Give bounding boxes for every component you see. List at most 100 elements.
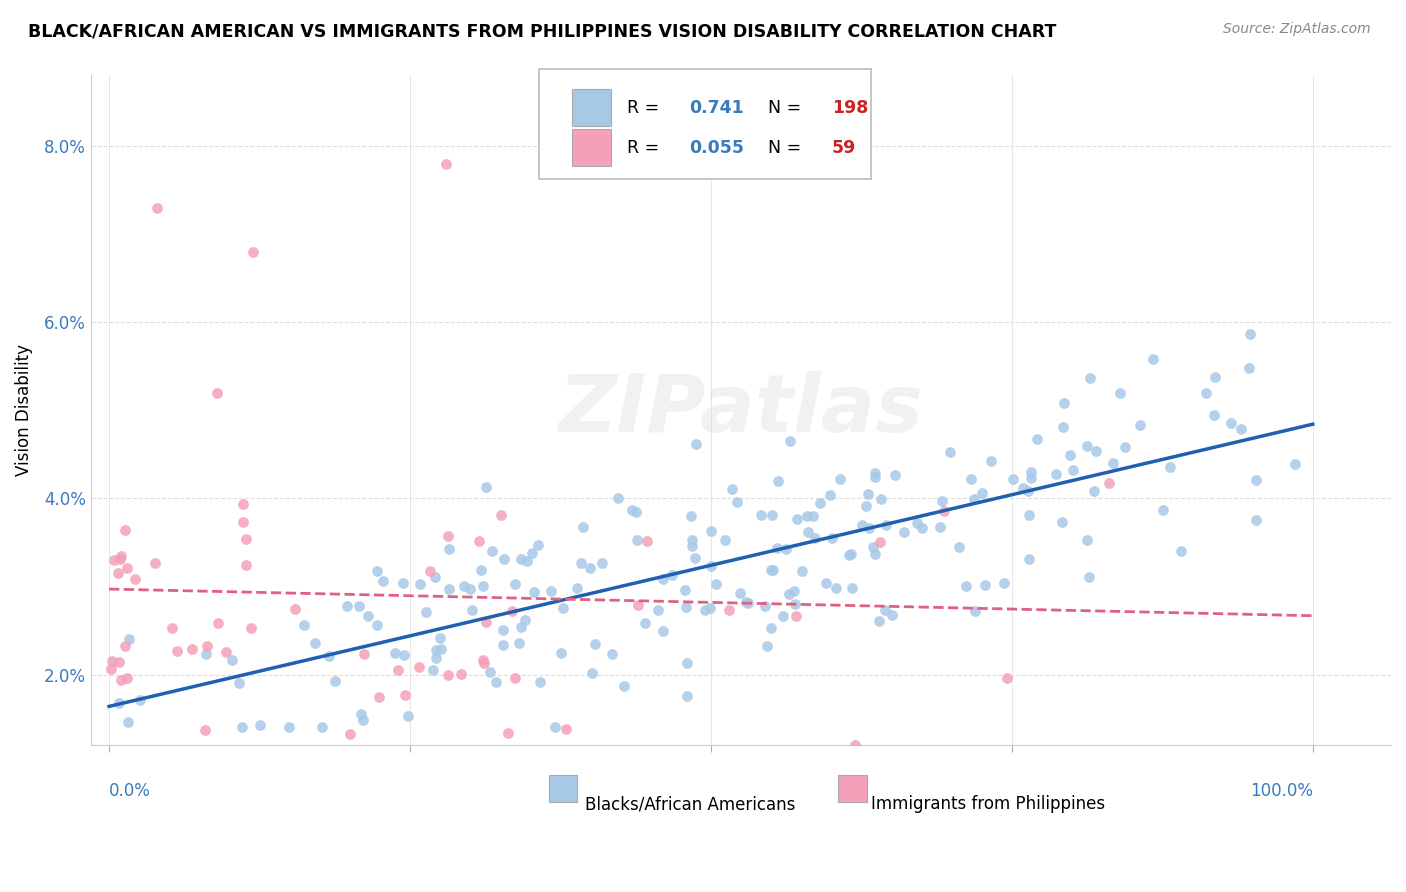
Point <box>1284 457 1306 471</box>
Point <box>749 508 772 523</box>
Point <box>228 676 250 690</box>
Point <box>1083 484 1105 499</box>
Point <box>235 558 257 572</box>
Point <box>728 585 751 599</box>
Point <box>195 639 218 653</box>
Point <box>118 632 141 646</box>
Point <box>875 518 897 533</box>
Point <box>115 671 138 685</box>
Point <box>993 575 1015 590</box>
Point <box>510 552 533 566</box>
Point <box>425 643 447 657</box>
Point <box>569 556 592 570</box>
Point <box>437 668 460 682</box>
Point <box>875 603 897 617</box>
Point <box>453 579 475 593</box>
Point <box>783 583 806 598</box>
Point <box>277 720 299 734</box>
Text: Source: ZipAtlas.com: Source: ZipAtlas.com <box>1223 22 1371 37</box>
Point <box>1053 395 1076 409</box>
Point <box>766 541 789 555</box>
Point <box>437 541 460 556</box>
Text: N =: N = <box>756 98 806 117</box>
Point <box>661 568 683 582</box>
Text: 0.055: 0.055 <box>689 139 744 157</box>
Point <box>1050 516 1073 530</box>
Point <box>893 524 915 539</box>
Point <box>1101 456 1123 470</box>
Point <box>1059 448 1081 462</box>
Point <box>844 738 866 752</box>
Point <box>706 577 728 591</box>
Point <box>437 582 460 596</box>
Text: Immigrants from Philippines: Immigrants from Philippines <box>870 796 1105 814</box>
Point <box>1026 432 1049 446</box>
Point <box>583 637 606 651</box>
Point <box>591 556 613 570</box>
FancyBboxPatch shape <box>548 775 578 802</box>
Point <box>554 722 576 736</box>
Point <box>681 539 703 553</box>
Point <box>851 517 873 532</box>
Point <box>181 641 204 656</box>
Point <box>434 156 457 170</box>
Point <box>513 613 536 627</box>
Text: ZIPatlas: ZIPatlas <box>558 371 924 450</box>
Point <box>960 472 983 486</box>
Point <box>699 601 721 615</box>
Point <box>108 552 131 566</box>
Point <box>865 547 887 561</box>
Point <box>450 667 472 681</box>
Point <box>107 566 129 581</box>
Point <box>478 665 501 679</box>
Point <box>796 508 818 523</box>
Point <box>803 531 825 545</box>
Point <box>160 621 183 635</box>
Point <box>292 617 315 632</box>
Point <box>934 504 956 518</box>
Point <box>1098 475 1121 490</box>
Point <box>475 615 498 629</box>
Point <box>472 656 495 670</box>
Point <box>1078 371 1101 385</box>
Point <box>565 581 588 595</box>
Point <box>231 720 253 734</box>
FancyBboxPatch shape <box>540 69 870 179</box>
Point <box>973 578 995 592</box>
Point <box>841 581 863 595</box>
Point <box>1078 570 1101 584</box>
Point <box>948 540 970 554</box>
Point <box>1012 481 1035 495</box>
Point <box>318 648 340 663</box>
Point <box>754 599 776 614</box>
Point <box>714 533 737 547</box>
Point <box>700 558 723 573</box>
Point <box>1085 444 1108 458</box>
Point <box>929 519 952 533</box>
Point <box>110 549 132 564</box>
Text: 100.0%: 100.0% <box>1250 782 1313 800</box>
Point <box>824 581 846 595</box>
Point <box>544 720 567 734</box>
Point <box>101 654 124 668</box>
Point <box>626 598 648 612</box>
Point <box>761 621 783 635</box>
Point <box>284 602 307 616</box>
FancyBboxPatch shape <box>572 89 612 126</box>
Point <box>673 582 696 597</box>
Point <box>1001 472 1024 486</box>
Point <box>803 508 825 523</box>
Point <box>501 604 523 618</box>
Point <box>304 636 326 650</box>
Point <box>1204 370 1226 384</box>
Point <box>675 599 697 614</box>
Point <box>772 608 794 623</box>
Point <box>863 467 886 481</box>
Point <box>931 493 953 508</box>
FancyBboxPatch shape <box>572 129 612 166</box>
Point <box>429 631 451 645</box>
Point <box>779 434 801 448</box>
Point <box>581 666 603 681</box>
Point <box>676 656 699 670</box>
Point <box>626 505 648 519</box>
